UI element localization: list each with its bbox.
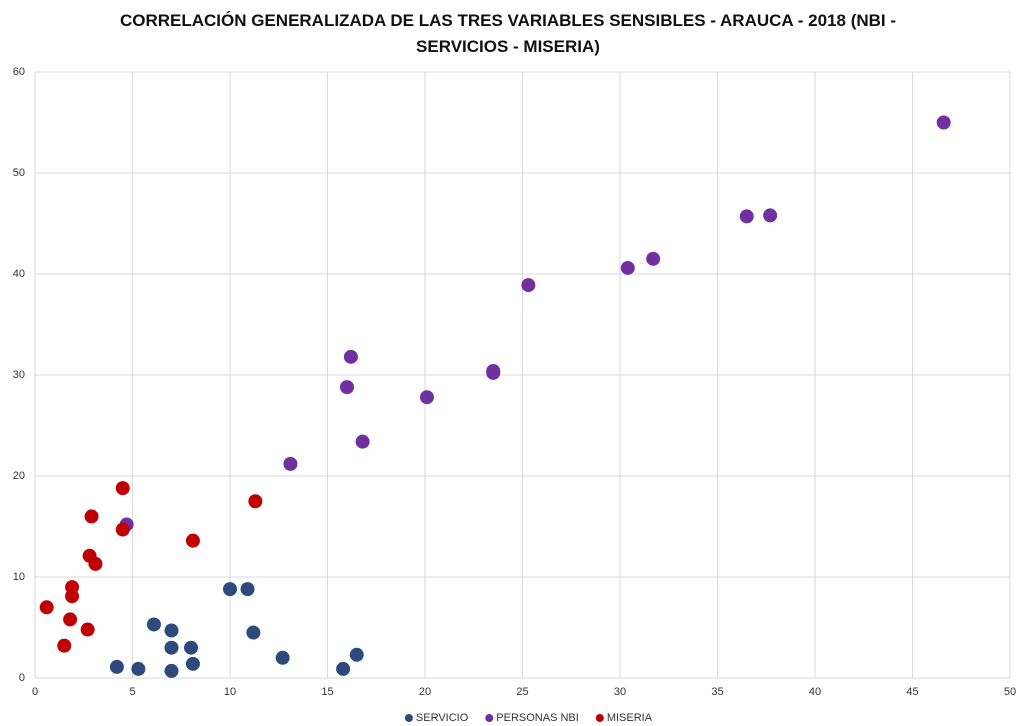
x-tick-label: 0 [32, 686, 38, 698]
chart-title: CORRELACIÓN GENERALIZADA DE LAS TRES VAR… [119, 11, 897, 56]
scatter-point [115, 522, 130, 537]
x-tick-label: 35 [711, 686, 723, 698]
scatter-point [246, 625, 261, 640]
y-tick-label: 60 [13, 66, 25, 78]
scatter-point [349, 647, 364, 662]
x-tick-label: 50 [1004, 686, 1016, 698]
scatter-point [109, 659, 124, 674]
scatter-point [620, 260, 635, 275]
scatter-point [185, 656, 200, 671]
scatter-point [131, 661, 146, 676]
y-tick-label: 40 [13, 268, 25, 280]
scatter-point [164, 663, 179, 678]
scatter-point [336, 661, 351, 676]
scatter-point [739, 209, 754, 224]
scatter-point [185, 533, 200, 548]
y-tick-label: 20 [13, 470, 25, 482]
scatter-point [223, 582, 237, 597]
scatter-point [355, 434, 370, 449]
legend-marker [485, 714, 494, 722]
scatter-point [275, 650, 290, 665]
x-tick-label: 15 [321, 686, 333, 698]
scatter-point [936, 115, 951, 130]
x-tick-label: 25 [516, 686, 528, 698]
scatter-point [88, 556, 103, 571]
x-tick-label: 5 [129, 686, 135, 698]
legend-label: PERSONAS NBI [496, 712, 579, 724]
x-tick-label: 20 [419, 686, 431, 698]
scatter-point [486, 363, 501, 378]
scatter-point [39, 600, 54, 615]
legend-label: MISERIA [607, 712, 653, 724]
scatter-point [283, 456, 298, 471]
scatter-point [164, 640, 179, 655]
scatter-point [184, 640, 198, 655]
x-tick-label: 40 [809, 686, 821, 698]
scatter-point [57, 638, 72, 653]
scatter-point [521, 278, 536, 293]
scatter-point [340, 380, 354, 395]
scatter-point [84, 509, 99, 524]
scatter-point [248, 494, 263, 509]
scatter-point [65, 589, 80, 604]
y-tick-label: 50 [13, 167, 25, 179]
scatter-point [419, 390, 434, 405]
legend-marker [404, 714, 413, 722]
x-tick-label: 30 [614, 686, 626, 698]
scatter-point [646, 251, 661, 266]
legend-marker [595, 714, 604, 722]
scatter-point [115, 481, 130, 496]
scatter-point [164, 623, 179, 638]
x-tick-label: 45 [906, 686, 918, 698]
scatter-point [146, 617, 161, 632]
scatter-point [763, 208, 778, 223]
scatter-point [80, 622, 95, 637]
y-tick-label: 10 [13, 571, 25, 583]
scatter-point [343, 349, 358, 364]
x-tick-label: 10 [224, 686, 236, 698]
scatter-point [63, 612, 78, 627]
legend-label: SERVICIO [416, 712, 469, 724]
y-tick-label: 30 [13, 369, 25, 381]
scatter-point [240, 582, 255, 597]
y-tick-label: 0 [19, 672, 25, 684]
